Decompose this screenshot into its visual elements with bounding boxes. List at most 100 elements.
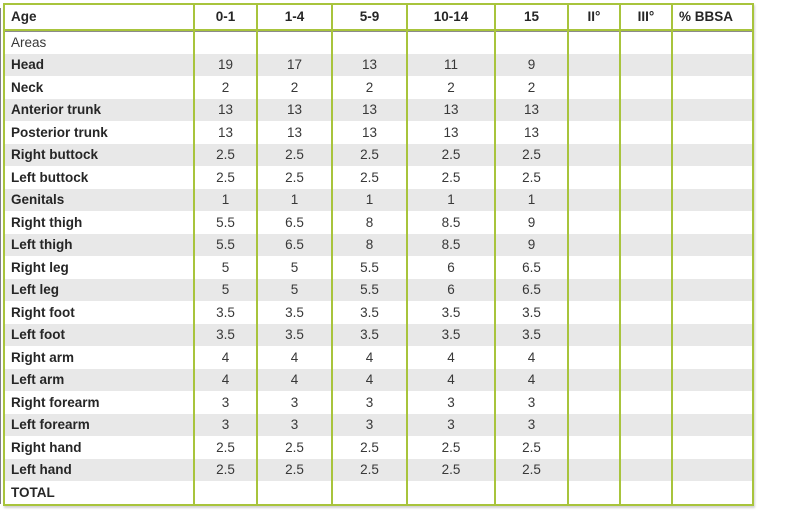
value-cell: 2.5	[406, 436, 495, 459]
value-cell	[671, 346, 753, 369]
row-label: Anterior trunk	[3, 98, 194, 121]
value-cell	[331, 481, 407, 505]
table-row: Right forearm 3 3 3 3 3	[3, 391, 753, 414]
value-cell: 19	[193, 53, 257, 76]
value-cell: 3.5	[256, 301, 332, 324]
value-cell: 2.5	[494, 166, 568, 189]
table-row: Posterior trunk 13 13 13 13 13	[3, 121, 753, 144]
value-cell: 5	[256, 256, 332, 279]
value-cell: 6.5	[256, 233, 332, 256]
value-cell: 4	[256, 368, 332, 391]
value-cell: 2	[331, 76, 407, 99]
row-label: Left leg	[3, 278, 194, 301]
row-label: Right thigh	[3, 211, 194, 234]
value-cell: 8.5	[406, 233, 495, 256]
value-cell	[619, 166, 672, 189]
value-cell	[619, 233, 672, 256]
value-cell	[671, 413, 753, 436]
value-cell: 13	[406, 121, 495, 144]
value-cell	[494, 481, 568, 505]
value-cell: 4	[494, 368, 568, 391]
value-cell: 3	[494, 413, 568, 436]
value-cell: 4	[331, 368, 407, 391]
value-cell	[671, 301, 753, 324]
value-cell	[567, 166, 620, 189]
value-cell: 2.5	[494, 436, 568, 459]
value-cell: 4	[256, 346, 332, 369]
value-cell: 1	[406, 188, 495, 211]
value-cell	[619, 323, 672, 346]
value-cell: 2	[193, 76, 257, 99]
value-cell: 3	[193, 413, 257, 436]
value-cell	[193, 30, 257, 54]
row-label: Neck	[3, 76, 194, 99]
value-cell	[567, 98, 620, 121]
value-cell	[671, 53, 753, 76]
value-cell	[671, 458, 753, 481]
value-cell	[671, 143, 753, 166]
value-cell: 5	[193, 278, 257, 301]
table-row: Left leg 5 5 5.5 6 6.5	[3, 278, 753, 301]
total-row: TOTAL	[3, 481, 753, 505]
value-cell	[671, 436, 753, 459]
row-label: Left thigh	[3, 233, 194, 256]
value-cell: 1	[331, 188, 407, 211]
value-cell: 13	[193, 98, 257, 121]
value-cell: 2.5	[193, 143, 257, 166]
value-cell: 8.5	[406, 211, 495, 234]
value-cell	[567, 436, 620, 459]
value-cell: 2.5	[256, 458, 332, 481]
value-cell: 6.5	[256, 211, 332, 234]
table-row: Right arm 4 4 4 4 4	[3, 346, 753, 369]
value-cell	[619, 30, 672, 54]
value-cell: 2.5	[406, 458, 495, 481]
value-cell: 2.5	[331, 458, 407, 481]
value-cell: 13	[494, 121, 568, 144]
value-cell: 2.5	[406, 143, 495, 166]
value-cell: 1	[494, 188, 568, 211]
value-cell: 6.5	[494, 278, 568, 301]
value-cell: 2	[256, 76, 332, 99]
value-cell	[619, 481, 672, 505]
value-cell: 6	[406, 278, 495, 301]
total-label: TOTAL	[3, 481, 194, 505]
row-label: Left buttock	[3, 166, 194, 189]
value-cell	[619, 301, 672, 324]
value-cell: 13	[406, 98, 495, 121]
value-cell	[567, 458, 620, 481]
value-cell	[619, 346, 672, 369]
table-row: Left hand 2.5 2.5 2.5 2.5 2.5	[3, 458, 753, 481]
value-cell	[671, 76, 753, 99]
value-cell: 1	[193, 188, 257, 211]
value-cell	[567, 53, 620, 76]
column-header: 5-9	[331, 4, 407, 31]
row-label: Right foot	[3, 301, 194, 324]
value-cell: 3	[406, 391, 495, 414]
value-cell: 2.5	[256, 436, 332, 459]
value-cell: 3.5	[331, 323, 407, 346]
column-header: II°	[567, 4, 620, 31]
value-cell: 3.5	[494, 323, 568, 346]
value-cell: 2.5	[331, 143, 407, 166]
value-cell	[567, 143, 620, 166]
column-header-bbsa: % BBSA	[671, 4, 753, 31]
table-row: Anterior trunk 13 13 13 13 13	[3, 98, 753, 121]
value-cell	[567, 323, 620, 346]
value-cell: 5	[256, 278, 332, 301]
value-cell	[671, 98, 753, 121]
row-label: Right arm	[3, 346, 194, 369]
value-cell: 3.5	[193, 323, 257, 346]
value-cell	[619, 278, 672, 301]
value-cell: 13	[331, 98, 407, 121]
column-header: 1-4	[256, 4, 332, 31]
value-cell: 8	[331, 233, 407, 256]
areas-row: Areas	[3, 30, 753, 54]
burn-assessment-table-wrapper: Age 0-1 1-4 5-9 10-14 15 II° III°% BBSA Areas He…	[3, 3, 754, 506]
value-cell: 2	[406, 76, 495, 99]
value-cell: 2.5	[331, 436, 407, 459]
value-cell	[567, 346, 620, 369]
value-cell: 13	[256, 98, 332, 121]
value-cell: 2.5	[494, 143, 568, 166]
table-row: Left foot 3.5 3.5 3.5 3.5 3.5	[3, 323, 753, 346]
row-label: Genitals	[3, 188, 194, 211]
